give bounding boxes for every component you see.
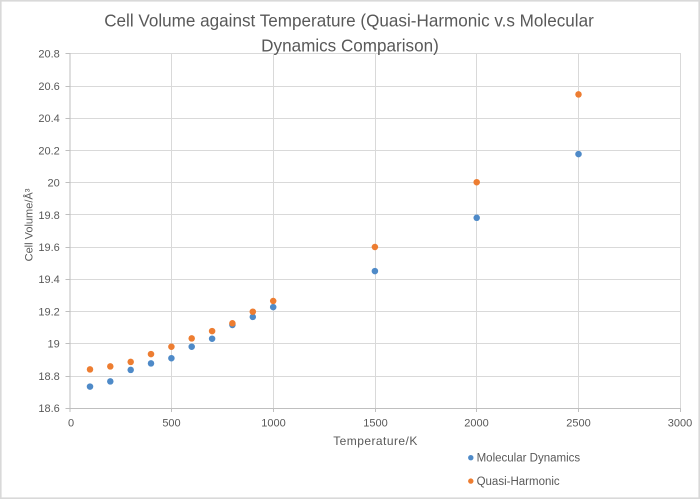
- svg-text:Molecular Dynamics: Molecular Dynamics: [477, 453, 581, 465]
- svg-text:0: 0: [68, 418, 74, 430]
- svg-text:19.4: 19.4: [38, 274, 59, 286]
- svg-text:19.2: 19.2: [38, 306, 59, 318]
- svg-text:Cell Volume/Å³: Cell Volume/Å³: [23, 188, 36, 261]
- svg-text:20: 20: [48, 178, 60, 190]
- svg-text:1000: 1000: [261, 418, 285, 430]
- svg-text:20.4: 20.4: [38, 113, 59, 125]
- svg-text:Cell Volume against Temperatur: Cell Volume against Temperature (Quasi-H…: [104, 11, 594, 30]
- svg-text:20.6: 20.6: [38, 81, 59, 93]
- svg-text:Quasi-Harmonic: Quasi-Harmonic: [477, 476, 560, 488]
- svg-text:500: 500: [162, 418, 180, 430]
- svg-text:Dynamics Comparison): Dynamics Comparison): [261, 36, 439, 55]
- svg-text:3000: 3000: [668, 418, 692, 430]
- svg-text:19.6: 19.6: [38, 242, 59, 254]
- svg-text:Temperature/K: Temperature/K: [333, 434, 418, 448]
- svg-text:19: 19: [48, 339, 60, 351]
- svg-text:20.2: 20.2: [38, 145, 59, 157]
- svg-text:19.8: 19.8: [38, 210, 59, 222]
- svg-text:2000: 2000: [464, 418, 488, 430]
- svg-text:2500: 2500: [566, 418, 590, 430]
- svg-text:1500: 1500: [363, 418, 387, 430]
- svg-text:18.6: 18.6: [38, 403, 59, 415]
- svg-text:20.8: 20.8: [38, 49, 59, 61]
- svg-text:18.8: 18.8: [38, 371, 59, 383]
